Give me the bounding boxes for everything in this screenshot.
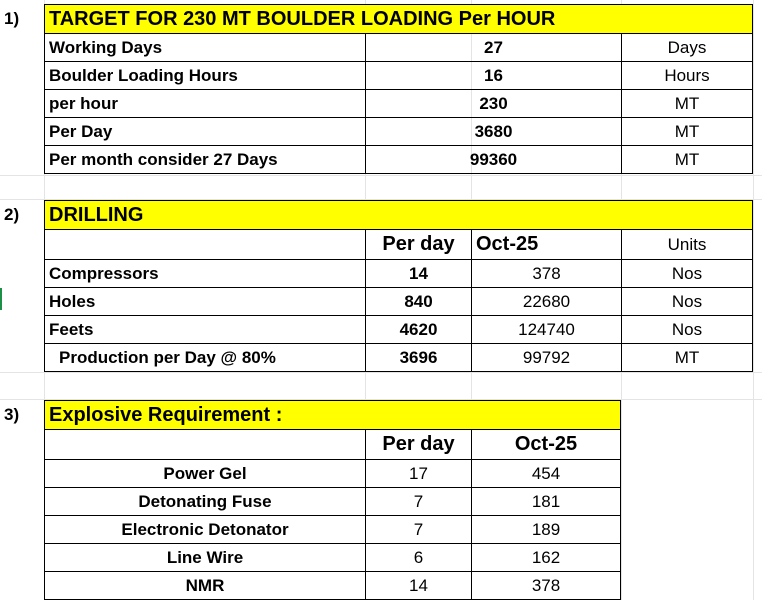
row-unit[interactable]: MT [621,90,753,118]
table-row: Per month consider 27 Days 99360 MT [0,146,762,174]
section3-title[interactable]: Explosive Requirement : [44,400,621,430]
row-value[interactable]: 3680 [365,118,621,146]
table-row: Electronic Detonator 7 189 [0,516,762,544]
row-month[interactable]: 189 [471,516,621,544]
header-blank-cell[interactable] [44,430,365,460]
row-label[interactable]: Per Day [44,118,365,146]
row-per-day[interactable]: 17 [365,460,471,488]
row-per-day[interactable]: 6 [365,544,471,572]
row-month[interactable]: 181 [471,488,621,516]
table-row: Detonating Fuse 7 181 [0,488,762,516]
table-row: Per Day 3680 MT [0,118,762,146]
row-unit[interactable]: MT [621,344,753,372]
row-per-day[interactable]: 7 [365,488,471,516]
table-row: Production per Day @ 80% 3696 99792 MT [0,344,762,372]
section1-title[interactable]: TARGET FOR 230 MT BOULDER LOADING Per HO… [44,4,753,34]
header-per-day[interactable]: Per day [365,430,471,460]
header-month[interactable]: Oct-25 [471,230,621,260]
section2-title-row: 2) DRILLING [0,200,762,230]
header-units[interactable]: Units [621,230,753,260]
table-row: per hour 230 MT [0,90,762,118]
row-label[interactable]: NMR [44,572,365,600]
row-label[interactable]: Compressors [44,260,365,288]
row-month[interactable]: 162 [471,544,621,572]
section3-header-row: Per day Oct-25 [0,430,762,460]
section1-index: 1) [4,9,20,28]
section2-title[interactable]: DRILLING [44,200,753,230]
row-month[interactable]: 378 [471,572,621,600]
row-label[interactable]: Power Gel [44,460,365,488]
row-unit[interactable]: Days [621,34,753,62]
row-label[interactable]: Boulder Loading Hours [44,62,365,90]
row-label[interactable]: Per month consider 27 Days [44,146,365,174]
header-month[interactable]: Oct-25 [471,430,621,460]
row-month[interactable]: 99792 [471,344,621,372]
row-per-day[interactable]: 14 [365,572,471,600]
row-label[interactable]: Feets [44,316,365,344]
row-unit[interactable]: Hours [621,62,753,90]
row-unit[interactable]: Nos [621,316,753,344]
table-row: Holes 840 22680 Nos [0,288,762,316]
row-selection-indicator [0,288,2,310]
table-row: Compressors 14 378 Nos [0,260,762,288]
row-month[interactable]: 378 [471,260,621,288]
row-label[interactable]: Line Wire [44,544,365,572]
section3-index: 3) [4,405,20,424]
header-blank-cell[interactable] [44,230,365,260]
table-row: NMR 14 378 [0,572,762,600]
row-per-day[interactable]: 3696 [365,344,471,372]
section3-title-row: 3) Explosive Requirement : [0,400,762,430]
row-value[interactable]: 230 [365,90,621,118]
row-month[interactable]: 22680 [471,288,621,316]
row-label[interactable]: Working Days [44,34,365,62]
table-row: Feets 4620 124740 Nos [0,316,762,344]
table-row: Boulder Loading Hours 16 Hours [0,62,762,90]
row-label[interactable]: Detonating Fuse [44,488,365,516]
section2-header-row: Per day Oct-25 Units [0,230,762,260]
row-month[interactable]: 454 [471,460,621,488]
row-per-day[interactable]: 7 [365,516,471,544]
row-per-day[interactable]: 4620 [365,316,471,344]
row-unit[interactable]: MT [621,146,753,174]
row-unit[interactable]: Nos [621,288,753,316]
row-label[interactable]: Holes [44,288,365,316]
section1-title-row: 1) TARGET FOR 230 MT BOULDER LOADING Per… [0,4,762,34]
row-value[interactable]: 99360 [365,146,621,174]
row-month[interactable]: 124740 [471,316,621,344]
row-value[interactable]: 16 [365,62,621,90]
section2-index: 2) [4,205,20,224]
row-label[interactable]: Electronic Detonator [44,516,365,544]
row-label[interactable]: Production per Day @ 80% [44,344,365,372]
header-per-day[interactable]: Per day [365,230,471,260]
table-row: Working Days 27 Days [0,34,762,62]
row-per-day[interactable]: 14 [365,260,471,288]
row-per-day[interactable]: 840 [365,288,471,316]
row-unit[interactable]: MT [621,118,753,146]
row-label[interactable]: per hour [44,90,365,118]
row-value[interactable]: 27 [365,34,621,62]
table-row: Power Gel 17 454 [0,460,762,488]
row-unit[interactable]: Nos [621,260,753,288]
table-row: Line Wire 6 162 [0,544,762,572]
